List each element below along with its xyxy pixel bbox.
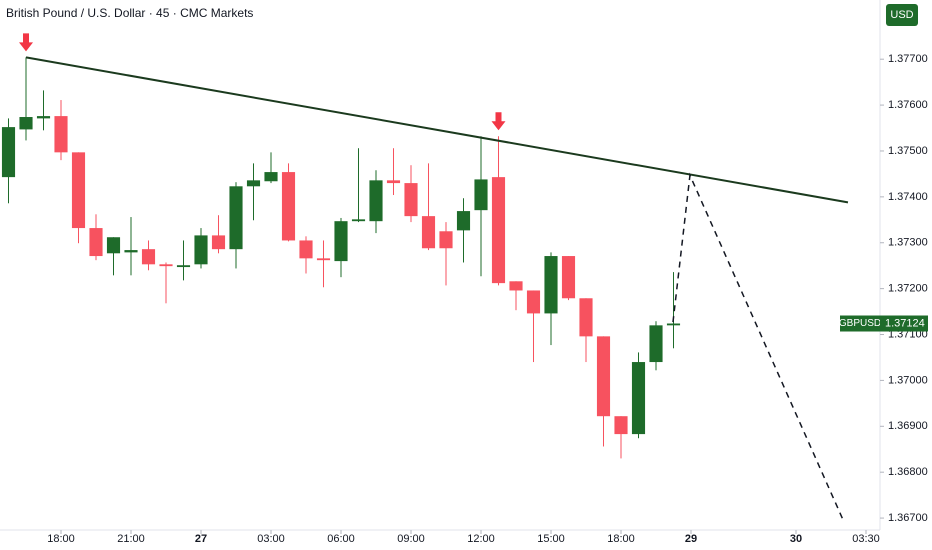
candle-body: [474, 179, 488, 211]
x-tick-label: 27: [195, 533, 207, 545]
candle-body: [456, 211, 471, 231]
candle-body: [631, 362, 646, 435]
candle-body: [509, 281, 523, 291]
y-tick-label: 1.36900: [888, 420, 928, 432]
x-tick-label: 09:00: [397, 533, 425, 545]
currency-label[interactable]: USD: [890, 9, 913, 21]
x-tick-label: 03:30: [852, 533, 880, 545]
price-tag: [880, 315, 928, 332]
candle-body: [124, 250, 138, 253]
candle-body: [229, 186, 243, 250]
candle-body: [1, 127, 16, 178]
x-tick-label: 18:00: [607, 533, 635, 545]
candle-body: [596, 336, 611, 417]
chart-title: British Pound / U.S. Dollar · 45 · CMC M…: [6, 6, 253, 20]
candle-body: [299, 240, 313, 259]
x-tick-label: 12:00: [467, 533, 495, 545]
down-arrow: [491, 112, 506, 131]
trendline: [25, 56, 849, 204]
candle-body: [579, 298, 593, 337]
candle-body: [439, 231, 453, 249]
candle-body: [141, 249, 156, 265]
candle-body: [194, 235, 208, 265]
x-tick-label: 18:00: [47, 533, 75, 545]
candle-body: [89, 228, 103, 257]
candle-body: [334, 221, 348, 262]
y-tick-label: 1.37600: [888, 99, 928, 111]
candle-body: [36, 116, 51, 119]
x-tick-label: 21:00: [117, 533, 145, 545]
candle-body: [211, 235, 226, 250]
candle-body: [369, 180, 383, 222]
x-tick-label: 15:00: [537, 533, 565, 545]
candle-body: [404, 183, 418, 217]
candle-body: [106, 237, 121, 254]
y-tick-label: 1.36800: [888, 466, 928, 478]
candle-body: [526, 290, 541, 314]
x-tick-label: 30: [790, 533, 802, 545]
candle-body: [649, 325, 663, 363]
candle-body: [561, 256, 576, 299]
y-tick-label: 1.37000: [888, 374, 928, 386]
x-tick-label: 06:00: [327, 533, 355, 545]
symbol-label: GBPUSD: [839, 318, 881, 329]
x-tick-label: 29: [685, 533, 697, 545]
y-tick-label: 1.37400: [888, 191, 928, 203]
candle-body: [176, 265, 191, 268]
candle-body: [614, 416, 628, 435]
candle-body: [159, 264, 173, 267]
projection-path: [672, 172, 844, 521]
candle-body: [71, 152, 86, 229]
down-arrow: [19, 33, 34, 52]
candle-body: [264, 172, 278, 182]
x-tick-label: 03:00: [257, 533, 285, 545]
candle-body: [246, 180, 261, 187]
candle-body: [666, 323, 681, 326]
symbol-tag: [840, 315, 880, 332]
y-tick-label: 1.37700: [888, 53, 928, 65]
candle-body: [316, 258, 331, 261]
price-label: 1.37124: [885, 317, 925, 329]
candle-body: [386, 180, 401, 184]
candle-body: [491, 177, 506, 284]
currency-button[interactable]: [886, 4, 918, 26]
y-tick-label: 1.37500: [888, 145, 928, 157]
candle-body: [54, 116, 68, 153]
y-tick-label: 1.37200: [888, 283, 928, 295]
y-tick-label: 1.36700: [888, 512, 928, 524]
candle-body: [421, 216, 436, 249]
candle-body: [544, 256, 558, 314]
candle-body: [19, 117, 33, 130]
candle-body: [281, 172, 296, 241]
candle-body: [351, 219, 366, 222]
y-tick-label: 1.37300: [888, 237, 928, 249]
